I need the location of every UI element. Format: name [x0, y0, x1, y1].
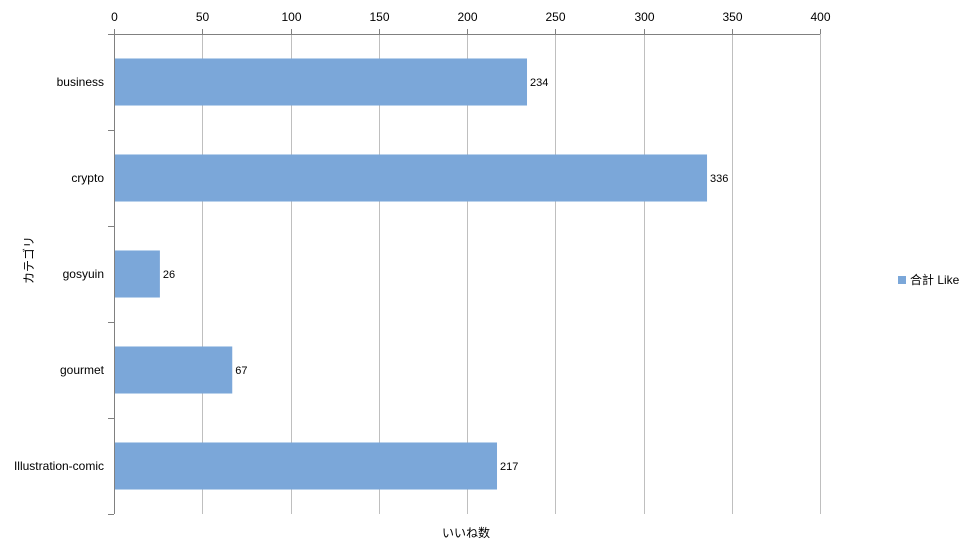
x-tick-label: 50	[196, 10, 210, 24]
x-axis-title: いいね数	[442, 525, 490, 540]
gridlines	[114, 34, 821, 514]
axes	[108, 29, 821, 515]
data-label: 217	[500, 461, 518, 473]
legend-swatch	[898, 276, 906, 284]
x-tick-label: 200	[457, 10, 477, 24]
x-tick-label: 150	[369, 10, 389, 24]
bar-gosyuin	[114, 250, 160, 298]
bar-crypto	[114, 154, 708, 202]
x-tick-label: 0	[111, 10, 118, 24]
data-label: 336	[710, 173, 728, 185]
data-label: 234	[530, 77, 548, 89]
bar-Illustration-comic	[114, 442, 498, 490]
legend: 合計 Like	[898, 272, 960, 287]
x-tick-label: 400	[810, 10, 830, 24]
x-tick-label: 250	[545, 10, 565, 24]
legend-label: 合計 Like	[910, 272, 960, 287]
data-label: 26	[163, 269, 175, 281]
y-axis-title: カテゴリ	[21, 236, 36, 284]
category-label: business	[57, 75, 104, 89]
bars	[114, 58, 708, 490]
x-tick-label: 300	[634, 10, 654, 24]
data-label: 67	[235, 365, 247, 377]
labels: 0 50 100 150 200 250 300 350 400 234 business 336 cr…	[14, 10, 831, 473]
category-label: crypto	[71, 171, 104, 185]
category-label: gourmet	[60, 363, 105, 377]
x-tick-label: 350	[722, 10, 742, 24]
x-tick-label: 100	[281, 10, 301, 24]
category-label: Illustration-comic	[14, 459, 104, 473]
category-label: gosyuin	[63, 267, 104, 281]
bar-gourmet	[114, 346, 233, 394]
bar-business	[114, 58, 528, 106]
